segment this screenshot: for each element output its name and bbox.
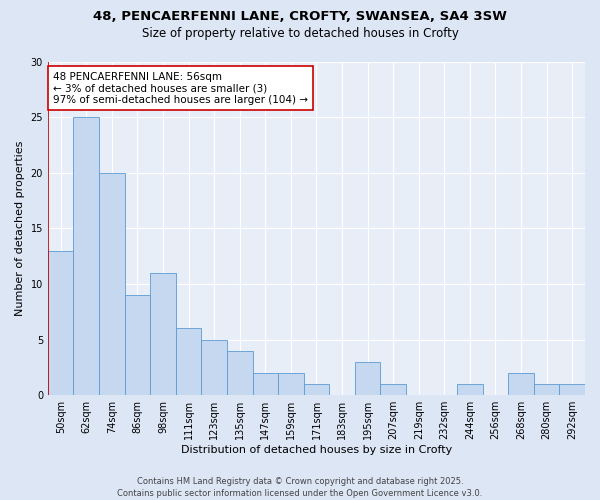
- Bar: [99, 172, 125, 395]
- Bar: [73, 117, 99, 395]
- Bar: [534, 384, 559, 395]
- Bar: [457, 384, 482, 395]
- Bar: [176, 328, 202, 395]
- Bar: [559, 384, 585, 395]
- X-axis label: Distribution of detached houses by size in Crofty: Distribution of detached houses by size …: [181, 445, 452, 455]
- Y-axis label: Number of detached properties: Number of detached properties: [15, 140, 25, 316]
- Bar: [380, 384, 406, 395]
- Bar: [202, 340, 227, 395]
- Bar: [48, 250, 73, 395]
- Bar: [150, 273, 176, 395]
- Bar: [227, 350, 253, 395]
- Text: Size of property relative to detached houses in Crofty: Size of property relative to detached ho…: [142, 28, 458, 40]
- Bar: [355, 362, 380, 395]
- Bar: [278, 373, 304, 395]
- Bar: [253, 373, 278, 395]
- Text: Contains HM Land Registry data © Crown copyright and database right 2025.
Contai: Contains HM Land Registry data © Crown c…: [118, 476, 482, 498]
- Bar: [508, 373, 534, 395]
- Bar: [125, 295, 150, 395]
- Bar: [304, 384, 329, 395]
- Text: 48, PENCAERFENNI LANE, CROFTY, SWANSEA, SA4 3SW: 48, PENCAERFENNI LANE, CROFTY, SWANSEA, …: [93, 10, 507, 23]
- Text: 48 PENCAERFENNI LANE: 56sqm
← 3% of detached houses are smaller (3)
97% of semi-: 48 PENCAERFENNI LANE: 56sqm ← 3% of deta…: [53, 72, 308, 104]
